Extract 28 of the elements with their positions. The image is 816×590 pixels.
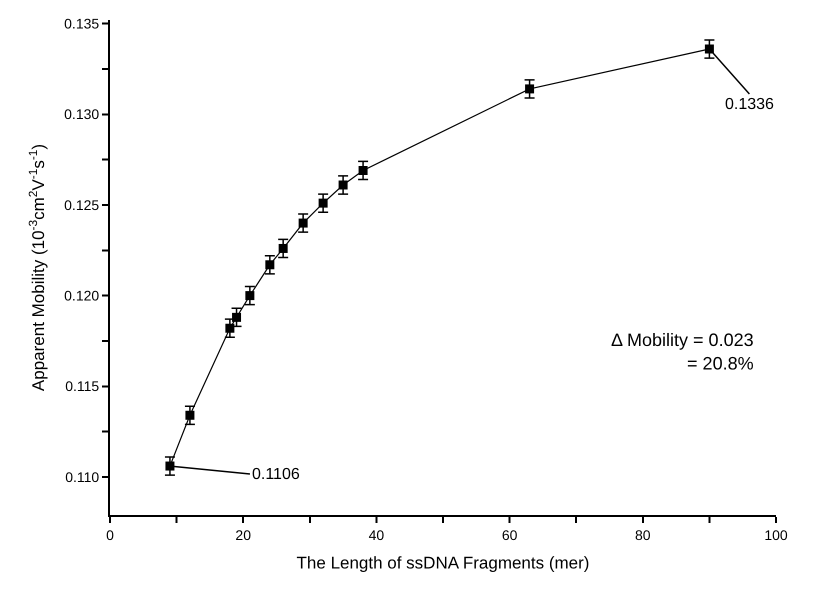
point (265, 260, 274, 270)
x-axis-title: The Length of ssDNA Fragments (mer) (296, 554, 590, 573)
point (165, 462, 174, 471)
annotation: 0.1106 (252, 466, 300, 483)
point (245, 291, 254, 300)
x-tick-label: 40 (368, 526, 384, 543)
y-tick-label: 0.130 (64, 106, 100, 122)
x-tick-label: 0 (106, 526, 114, 543)
annotation: Δ Mobility = 0.023 = 20.8% (611, 330, 754, 374)
y-tick-label: 0.125 (64, 196, 100, 213)
point (225, 324, 234, 333)
point (298, 218, 308, 228)
annotation: 0.1336 (725, 96, 774, 113)
point (358, 166, 368, 175)
y-tick-label: 0.135 (64, 16, 100, 32)
point (185, 410, 194, 420)
point (338, 180, 348, 190)
point (232, 312, 242, 322)
y-tick-label: 0.110 (65, 468, 100, 485)
point (318, 198, 328, 208)
x-tick-label: 20 (235, 526, 252, 543)
y-tick-label: 0.120 (64, 288, 100, 304)
point (278, 244, 288, 253)
x-tick-label: 100 (764, 526, 788, 543)
x-tick-label: 80 (635, 526, 651, 543)
point (525, 84, 534, 94)
x-tick-label: 60 (502, 526, 518, 543)
y-tick-label: 0.115 (65, 378, 100, 394)
